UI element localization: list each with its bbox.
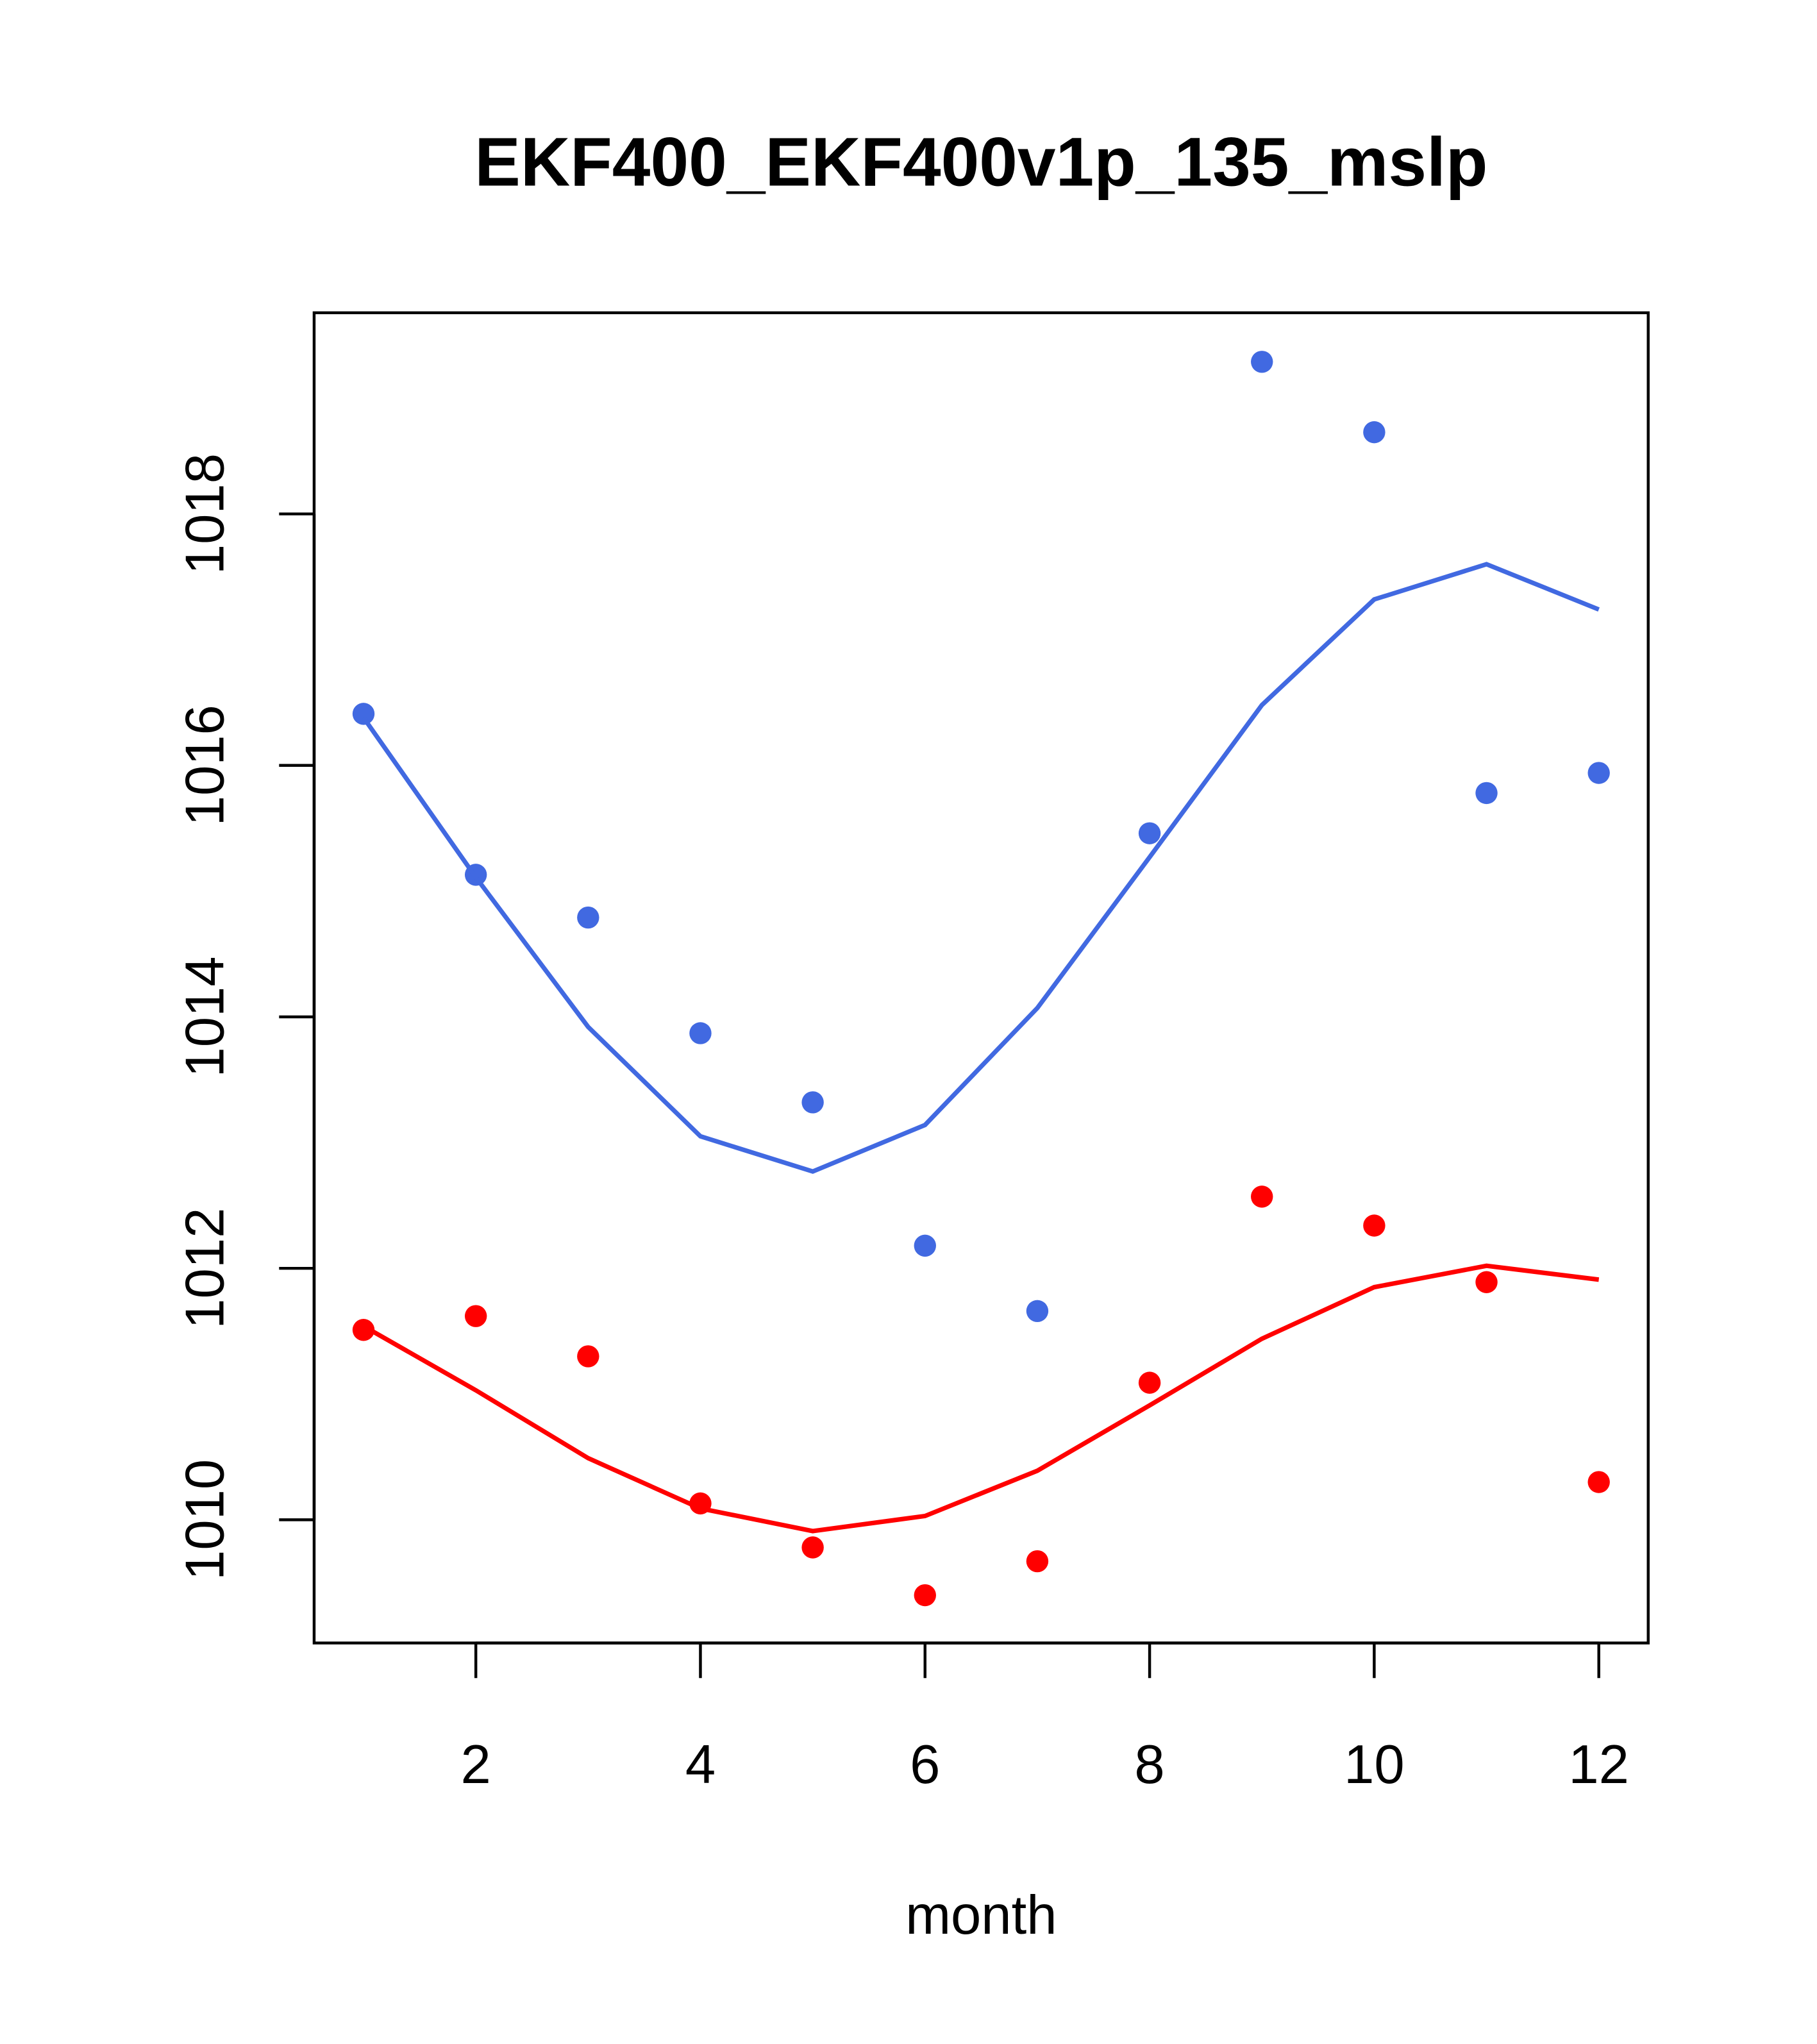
y-axis: 1010 1012 1014 1016 1018 (174, 453, 316, 1580)
chart-title: EKF400_EKF400v1p_135_mslp (474, 123, 1487, 200)
y-tick-label: 1012 (174, 1208, 235, 1329)
red-points-point (1363, 1214, 1386, 1237)
red-points-point (914, 1584, 936, 1607)
x-tick-label: 10 (1344, 1734, 1405, 1795)
x-axis: 2 4 6 8 10 12 (461, 1641, 1629, 1795)
x-axis-label: month (905, 1885, 1057, 1946)
blue-points-point (914, 1234, 936, 1257)
y-tick-label: 1010 (174, 1459, 235, 1580)
red-points-point (1138, 1371, 1161, 1394)
red-points-point (577, 1345, 599, 1368)
red-points-point (464, 1305, 487, 1327)
blue-points-point (1363, 421, 1386, 444)
red-line (362, 1263, 1600, 1534)
blue-line (362, 562, 1600, 1174)
blue-points-point (801, 1091, 824, 1114)
red-points-point (801, 1536, 824, 1559)
x-tick-label: 12 (1568, 1734, 1629, 1795)
blue-points-point (689, 1022, 712, 1044)
y-tick-label: 1014 (174, 956, 235, 1077)
y-tick-label: 1018 (174, 453, 235, 574)
red-points-point (1251, 1185, 1273, 1208)
series-layer (352, 351, 1610, 1607)
blue-points-point (1138, 822, 1161, 844)
plot-frame (312, 311, 1650, 1645)
red-points-point (352, 1319, 375, 1341)
y-tick-label: 1016 (174, 705, 235, 826)
blue-points-point (1251, 351, 1273, 373)
blue-points-point (352, 703, 375, 725)
x-tick-label: 6 (910, 1734, 940, 1795)
x-tick-label: 2 (461, 1734, 491, 1795)
red-points-point (1475, 1271, 1498, 1293)
blue-points-point (1475, 782, 1498, 805)
red-points-point (1587, 1471, 1610, 1493)
x-tick-label: 4 (685, 1734, 716, 1795)
blue-points-point (577, 906, 599, 929)
blue-points-point (1587, 762, 1610, 784)
x-tick-label: 8 (1134, 1734, 1164, 1795)
red-points-point (1026, 1550, 1049, 1573)
blue-points-point (1026, 1300, 1049, 1323)
